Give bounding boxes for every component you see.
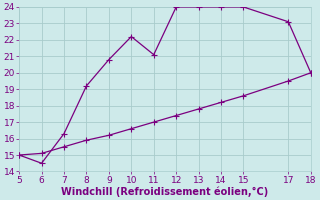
X-axis label: Windchill (Refroidissement éolien,°C): Windchill (Refroidissement éolien,°C) (61, 186, 268, 197)
